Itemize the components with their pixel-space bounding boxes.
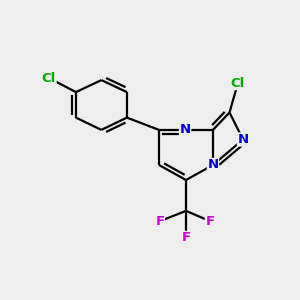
Text: N: N: [179, 123, 191, 136]
Text: F: F: [206, 214, 214, 228]
Text: N: N: [207, 158, 219, 172]
Text: F: F: [182, 231, 190, 244]
Text: Cl: Cl: [42, 71, 56, 85]
Text: F: F: [155, 214, 164, 228]
Text: N: N: [237, 133, 249, 146]
Text: Cl: Cl: [231, 76, 245, 90]
